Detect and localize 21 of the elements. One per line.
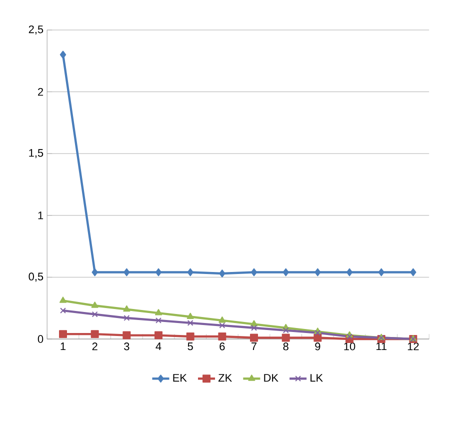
y-tick-label: 2,5: [28, 25, 44, 35]
x-tick-label: 6: [220, 342, 225, 350]
x-tick-label: 11: [376, 342, 386, 350]
x-tick-label: 9: [315, 342, 320, 350]
x-tick-label: 7: [252, 342, 256, 350]
x-tick-label: 2: [92, 342, 98, 350]
x-tick-label: 1: [60, 342, 66, 350]
legend-label: EK: [173, 374, 187, 382]
x-tick-label: 3: [124, 342, 130, 350]
legend-label: DK: [264, 374, 278, 382]
x-tick-label: 5: [188, 342, 193, 350]
legend-label: LK: [310, 374, 323, 382]
y-tick-label: 0,5: [28, 272, 44, 282]
y-tick-label: 0: [38, 335, 44, 343]
x-tick-label: 10: [344, 342, 356, 350]
x-tick-label: 8: [283, 342, 288, 350]
y-tick-label: 2: [38, 88, 44, 96]
y-tick-label: 1,5: [29, 149, 44, 158]
x-tick-label: 4: [156, 342, 162, 350]
y-tick-label: 1: [38, 212, 44, 220]
legend-label: ZK: [218, 374, 232, 382]
